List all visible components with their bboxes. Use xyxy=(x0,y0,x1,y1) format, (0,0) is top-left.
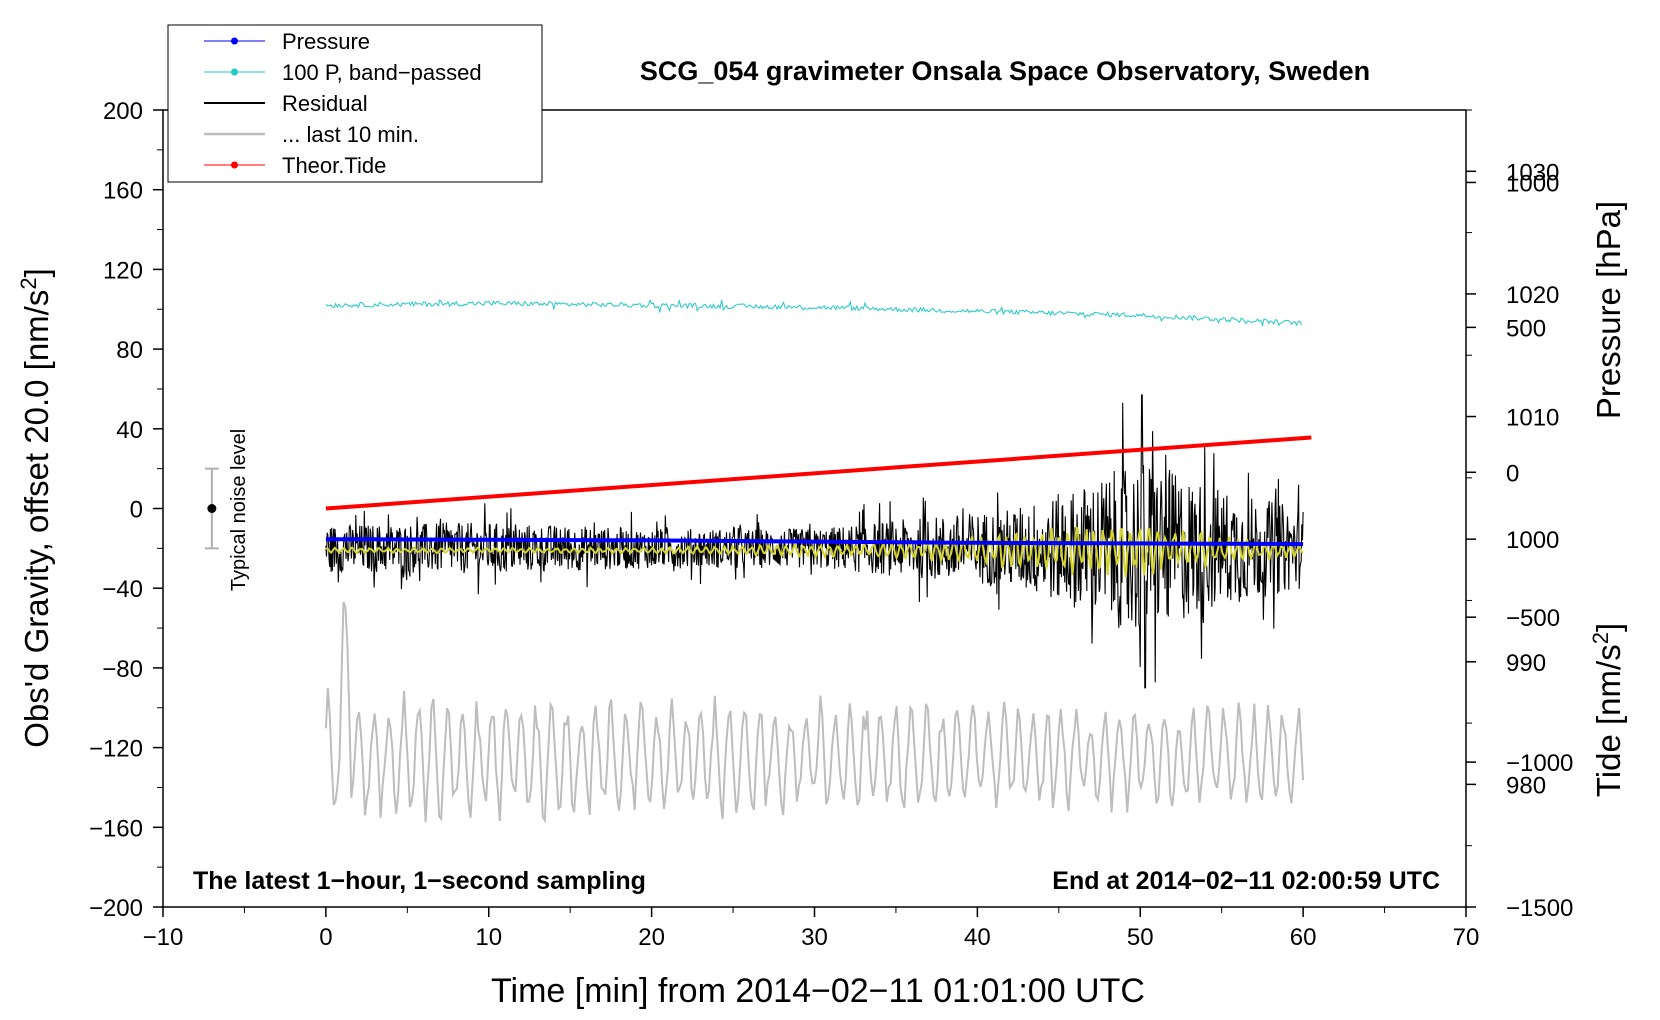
pressure-tick-label: 1000 xyxy=(1506,527,1559,554)
tide-axis-label: Tide [nm/s2] xyxy=(1588,623,1627,797)
y-tick-label: 40 xyxy=(116,417,143,444)
noise-bar-center xyxy=(207,504,217,513)
series-last-10-min xyxy=(324,601,1305,824)
y-tick-label: 80 xyxy=(116,337,143,364)
tide-tick-label: 0 xyxy=(1506,460,1519,487)
x-tick-label: 50 xyxy=(1127,924,1154,951)
y-axis-label: Obs'd Gravity, offset 20.0 [nm/s2] xyxy=(16,268,55,748)
y-tick-label: −160 xyxy=(89,815,143,842)
pressure-tick-label: 980 xyxy=(1506,772,1546,799)
pressure-tick-label: 1010 xyxy=(1506,405,1559,432)
legend: Pressure 100 P, band−passed Residual ... la… xyxy=(167,24,543,183)
noise-level-label: Typical noise level xyxy=(228,429,250,591)
x-tick-label: 60 xyxy=(1290,924,1317,951)
legend-label: Theor.Tide xyxy=(282,153,386,178)
y-tick-label: 120 xyxy=(103,257,143,284)
series-band-passed xyxy=(325,298,1302,328)
x-tick-label: −10 xyxy=(143,924,184,951)
pressure-tick-label: 990 xyxy=(1506,650,1546,677)
x-tick-label: 40 xyxy=(964,924,991,951)
pressure-axis-label: Pressure [hPa] xyxy=(1590,201,1627,419)
pressure-tick-label: 1030 xyxy=(1506,159,1559,186)
legend-label: ... last 10 min. xyxy=(282,122,419,147)
x-tick-label: 0 xyxy=(319,924,332,951)
series-layer xyxy=(324,298,1312,824)
legend-marker xyxy=(231,37,238,45)
y-tick-label: 200 xyxy=(103,98,143,125)
y-tick-label: −40 xyxy=(102,576,143,603)
y-tick-label: −200 xyxy=(89,895,143,922)
y-tick-label: −80 xyxy=(102,656,143,683)
legend-marker xyxy=(231,161,238,169)
tide-tick-label: −1000 xyxy=(1506,750,1573,777)
plot-frame xyxy=(162,109,1467,908)
annotation-bottom-left: The latest 1−hour, 1−second sampling xyxy=(193,867,646,895)
legend-label: Residual xyxy=(282,91,368,116)
series-filtered-residual xyxy=(325,525,1304,578)
x-axis-label: Time [min] from 2014−02−11 01:01:00 UTC xyxy=(491,972,1145,1010)
series-pressure xyxy=(325,537,1304,547)
tide-tick-label: 500 xyxy=(1506,315,1546,342)
x-tick-label: 70 xyxy=(1453,924,1480,951)
pressure-tick-label: 1020 xyxy=(1506,282,1559,309)
x-tick-label: 10 xyxy=(475,924,502,951)
tide-tick-label: 1000 xyxy=(1506,170,1559,197)
y-tick-label: 0 xyxy=(130,497,143,524)
noise-bar-layer xyxy=(204,467,219,550)
x-tick-label: 30 xyxy=(801,924,828,951)
series-theoretical-tide xyxy=(325,435,1312,511)
legend-label: Pressure xyxy=(282,29,370,54)
series-residual xyxy=(325,394,1304,689)
y-tick-label: 160 xyxy=(103,178,143,205)
y-tick-label: −120 xyxy=(89,736,143,763)
tide-tick-label: −1500 xyxy=(1506,895,1573,922)
frame-layer: −10 0 10 20 30 40 50 60 7020016012080400−40−80−1… xyxy=(89,98,1573,951)
x-tick-label: 20 xyxy=(638,924,665,951)
legend-marker xyxy=(231,68,238,76)
legend-label: 100 P, band−passed xyxy=(282,60,482,85)
tide-tick-label: −500 xyxy=(1506,605,1560,632)
chart-title: SCG_054 gravimeter Onsala Space Observat… xyxy=(640,56,1370,86)
annotation-bottom-right: End at 2014−02−11 02:00:59 UTC xyxy=(1052,867,1440,895)
